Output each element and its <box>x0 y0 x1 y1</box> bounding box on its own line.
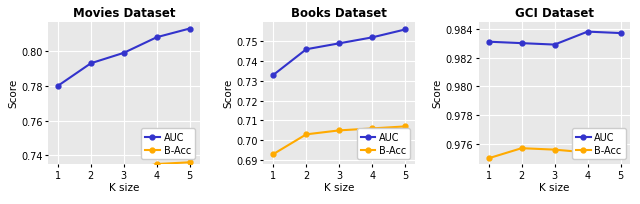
B-Acc <box>401 126 409 128</box>
B-Acc <box>617 150 625 153</box>
B-Acc <box>518 147 525 150</box>
B-Acc <box>54 178 61 181</box>
B-Acc <box>87 168 95 171</box>
AUC <box>401 29 409 32</box>
B-Acc <box>551 149 559 151</box>
Line: B-Acc: B-Acc <box>486 146 623 161</box>
Title: Books Dataset: Books Dataset <box>291 7 387 20</box>
B-Acc <box>369 128 376 130</box>
Y-axis label: Score: Score <box>8 79 18 108</box>
Y-axis label: Score: Score <box>223 79 234 108</box>
X-axis label: K size: K size <box>324 182 355 192</box>
X-axis label: K size: K size <box>540 182 570 192</box>
Line: AUC: AUC <box>271 28 408 78</box>
AUC <box>335 43 343 45</box>
AUC <box>87 63 95 65</box>
Legend: AUC, B-Acc: AUC, B-Acc <box>572 129 625 159</box>
B-Acc <box>186 161 194 164</box>
X-axis label: K size: K size <box>109 182 139 192</box>
B-Acc <box>153 163 161 165</box>
B-Acc <box>120 170 127 172</box>
AUC <box>584 31 591 34</box>
B-Acc <box>584 152 591 154</box>
Line: AUC: AUC <box>56 27 192 89</box>
AUC <box>484 41 492 44</box>
AUC <box>518 43 525 45</box>
Legend: AUC, B-Acc: AUC, B-Acc <box>356 129 410 159</box>
AUC <box>269 74 277 77</box>
AUC <box>369 37 376 39</box>
AUC <box>186 28 194 31</box>
AUC <box>54 85 61 88</box>
Line: B-Acc: B-Acc <box>271 124 408 157</box>
B-Acc <box>335 130 343 132</box>
AUC <box>120 52 127 55</box>
Title: Movies Dataset: Movies Dataset <box>72 7 175 20</box>
Line: B-Acc: B-Acc <box>56 160 192 182</box>
B-Acc <box>484 157 492 160</box>
AUC <box>617 33 625 35</box>
AUC <box>551 44 559 47</box>
AUC <box>302 49 310 51</box>
AUC <box>153 37 161 39</box>
Legend: AUC, B-Acc: AUC, B-Acc <box>141 129 195 159</box>
B-Acc <box>302 133 310 136</box>
Y-axis label: Score: Score <box>433 79 443 108</box>
Title: GCI Dataset: GCI Dataset <box>515 7 594 20</box>
B-Acc <box>269 153 277 156</box>
Line: AUC: AUC <box>486 30 623 48</box>
